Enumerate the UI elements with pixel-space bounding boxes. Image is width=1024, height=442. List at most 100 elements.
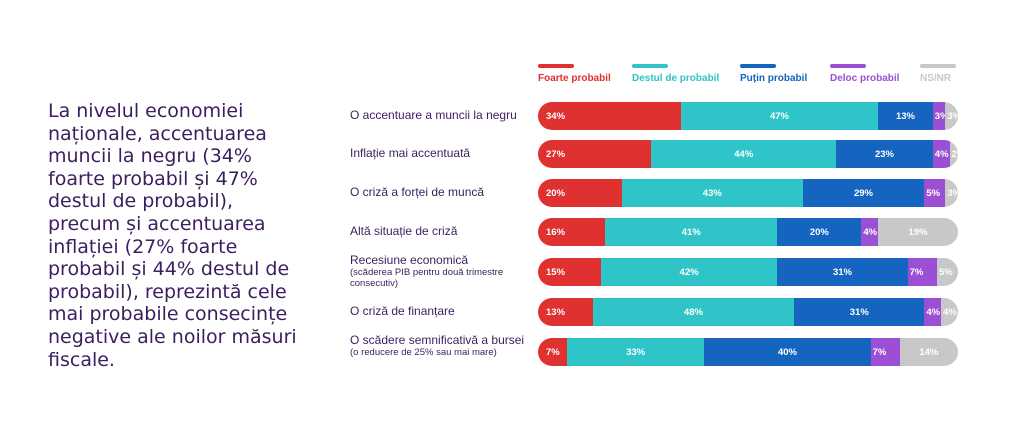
category-label: O scădere semnificativă a bursei	[350, 333, 525, 347]
data-label: 41%	[681, 226, 701, 238]
data-label: 48%	[683, 306, 703, 318]
data-label: 4%	[926, 306, 941, 318]
data-label: 42%	[679, 266, 699, 278]
legend-item-nsnr: NS/NR	[920, 64, 956, 84]
category-note: (o reducere de 25% sau mai mare)	[350, 347, 497, 358]
bar-segment-putin: 31%	[794, 298, 925, 326]
data-label: 31%	[849, 306, 869, 318]
data-label: 47%	[769, 110, 789, 122]
data-label: 7%	[546, 346, 560, 358]
bar-segment-putin: 20%	[777, 218, 862, 246]
bar-segment-foarte: 27%	[538, 140, 652, 168]
bar-row: 15% 42% 31% 7% 5%	[538, 258, 958, 286]
category-label: O criză de finanțare	[350, 304, 455, 318]
bar-segment-foarte: 34%	[538, 102, 681, 130]
category-label: O criză a forței de muncă	[350, 185, 485, 199]
bar-segment-putin: 40%	[704, 338, 871, 366]
bar-segment-foarte: 20%	[538, 179, 622, 207]
data-label: 3%	[934, 110, 946, 122]
bar-segment-deloc: 7%	[907, 258, 937, 286]
data-label: 7%	[909, 266, 924, 278]
data-label: 19%	[908, 226, 928, 238]
row-label: Recesiune economică (scăderea PIB pentru …	[350, 253, 540, 290]
data-label: 13%	[546, 306, 566, 318]
data-label: 44%	[734, 148, 754, 160]
category-label: O accentuare a muncii la negru	[350, 108, 517, 122]
legend-label-destul: Destul de probabil	[632, 73, 720, 84]
legend-label-foarte: Foarte probabil	[538, 73, 611, 84]
data-label: 43%	[702, 187, 722, 199]
chart-legend: Foarte probabil Destul de probabil Puțin p…	[0, 64, 1024, 94]
row-label: O criză de finanțare	[350, 305, 540, 318]
data-label: 7%	[872, 346, 887, 358]
data-label: 20%	[546, 187, 566, 199]
bar-segment-deloc: 4%	[861, 218, 879, 246]
bar-segment-nsnr: 3%	[945, 102, 958, 130]
bar-segment-destul: 47%	[680, 102, 879, 130]
bar-segment-putin: 31%	[777, 258, 908, 286]
bar-segment-foarte: 15%	[538, 258, 601, 286]
bar-row: 27% 44% 23% 4%2%	[538, 140, 958, 168]
bar-row: 13% 48% 31% 4% 4%	[538, 298, 958, 326]
data-label: 15%	[546, 266, 566, 278]
data-label: 13%	[895, 110, 915, 122]
bar-segment-putin: 29%	[802, 179, 925, 207]
data-label: 5%	[926, 187, 941, 199]
bar-segment-deloc: 4%	[932, 140, 950, 168]
bar-segment-destul: 33%	[567, 338, 705, 366]
bar-segment-destul: 42%	[601, 258, 778, 286]
bar-row: 16% 41% 20% 4% 19%	[538, 218, 958, 246]
bar-segment-nsnr: 5%	[936, 258, 958, 286]
legend-swatch-nsnr	[920, 64, 956, 68]
legend-item-foarte: Foarte probabil	[538, 64, 611, 84]
intro-paragraph: La nivelul economiei naționale, accentua…	[48, 100, 297, 371]
data-label: 16%	[546, 226, 566, 238]
legend-swatch-destul	[632, 64, 668, 68]
bar-segment-nsnr: 3%	[945, 179, 958, 207]
row-label: Inflație mai accentuată	[350, 147, 540, 160]
bar-segment-putin: 13%	[878, 102, 933, 130]
data-label: 3%	[947, 110, 958, 122]
bar-segment-putin: 23%	[836, 140, 933, 168]
data-label: 4%	[934, 148, 949, 160]
bar-segment-destul: 48%	[592, 298, 795, 326]
data-label: 33%	[626, 346, 646, 358]
data-label: 4%	[943, 306, 957, 318]
data-label: 29%	[853, 187, 873, 199]
legend-item-putin: Puțin probabil	[740, 64, 807, 84]
bar-segment-foarte: 13%	[538, 298, 593, 326]
data-label: 34%	[546, 110, 566, 122]
bar-segment-nsnr: 4%	[941, 298, 958, 326]
bar-segment-deloc: 3%	[932, 102, 946, 130]
data-label: 5%	[938, 266, 953, 278]
legend-swatch-foarte	[538, 64, 574, 68]
category-label: Recesiune economică	[350, 253, 469, 267]
row-label: Altă situație de criză	[350, 225, 540, 238]
data-label: 27%	[546, 148, 566, 160]
legend-swatch-deloc	[830, 64, 866, 68]
data-label: 20%	[809, 226, 829, 238]
row-label: O scădere semnificativă a bursei (o reduc…	[350, 333, 540, 359]
bar-segment-destul: 44%	[651, 140, 837, 168]
bar-segment-deloc: 5%	[924, 179, 946, 207]
bar-row: 7% 33% 40% 7% 14%	[538, 338, 958, 366]
bar-segment-deloc: 7%	[870, 338, 900, 366]
data-label: 4%	[863, 226, 878, 238]
row-label: O criză a forței de muncă	[350, 186, 540, 199]
bar-segment-foarte: 16%	[538, 218, 606, 246]
data-label: 40%	[777, 346, 797, 358]
bar-segment-nsnr: 2%	[949, 140, 958, 168]
category-note: (scăderea PIB pentru două trimestre cons…	[350, 267, 504, 289]
data-label: 14%	[919, 346, 939, 358]
bar-segment-destul: 43%	[622, 179, 803, 207]
data-label: 2%	[951, 148, 958, 160]
bar-segment-nsnr: 19%	[878, 218, 958, 246]
row-label: O accentuare a muncii la negru	[350, 109, 540, 122]
bar-segment-foarte: 7%	[538, 338, 568, 366]
data-label: 3%	[947, 187, 958, 199]
bar-row: 20% 43% 29% 5% 3%	[538, 179, 958, 207]
legend-item-deloc: Deloc probabil	[830, 64, 899, 84]
legend-swatch-putin	[740, 64, 776, 68]
legend-label-putin: Puțin probabil	[740, 73, 808, 84]
bar-row: 34% 47% 13% 3%3%	[538, 102, 958, 130]
